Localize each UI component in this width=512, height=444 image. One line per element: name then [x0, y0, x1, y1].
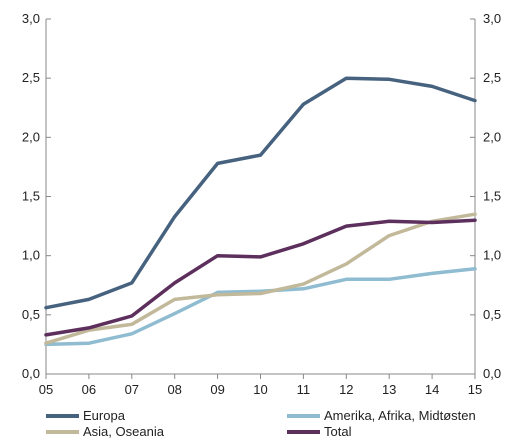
x-tick-label: 09 — [210, 382, 224, 397]
x-tick-label: 10 — [253, 382, 267, 397]
y-tick-label-left: 2,5 — [22, 70, 40, 85]
y-tick-label-right: 0,0 — [483, 366, 501, 381]
y-tick-label-right: 3,0 — [483, 11, 501, 26]
y-tick-label-right: 2,0 — [483, 129, 501, 144]
y-tick-label-left: 1,5 — [22, 189, 40, 204]
x-tick-label: 11 — [297, 382, 311, 397]
y-tick-label-left: 0,5 — [22, 307, 40, 322]
y-tick-label-right: 0,5 — [483, 307, 501, 322]
x-tick-label: 14 — [425, 382, 439, 397]
y-tick-label-left: 1,0 — [22, 248, 40, 263]
y-tick-label-left: 2,0 — [22, 129, 40, 144]
legend-label: Amerika, Afrika, Midtøsten — [324, 408, 476, 423]
legend-label: Total — [324, 424, 352, 439]
x-tick-label: 15 — [468, 382, 482, 397]
series-line-europa — [44, 76, 477, 310]
x-tick-label: 08 — [167, 382, 181, 397]
y-tick-label-right: 1,0 — [483, 248, 501, 263]
series-line-amerika-afrika-midtøsten — [44, 266, 477, 347]
legend-label: Europa — [83, 408, 126, 423]
x-tick-label: 07 — [125, 382, 139, 397]
x-tick-label: 12 — [339, 382, 353, 397]
y-tick-label-left: 3,0 — [22, 11, 40, 26]
axes: 0,0 0,0 0,5 0,5 1,0 1,0 1,5 1,5 2,0 2,0 2,5 2,5 3,0 3… — [22, 11, 501, 397]
series-line-total — [44, 218, 477, 337]
y-tick-label-right: 1,5 — [483, 189, 501, 204]
x-tick-label: 13 — [382, 382, 396, 397]
y-tick-label-right: 2,5 — [483, 70, 501, 85]
x-tick-label: 06 — [82, 382, 96, 397]
x-tick-label: 05 — [39, 382, 53, 397]
legend-label: Asia, Oseania — [83, 424, 165, 439]
y-tick-label-left: 0,0 — [22, 366, 40, 381]
series-line-asia-oseania — [44, 212, 477, 345]
series-lines — [44, 76, 477, 347]
legend: Europa Amerika, Afrika, Midtøsten Asia, Os… — [46, 408, 476, 439]
